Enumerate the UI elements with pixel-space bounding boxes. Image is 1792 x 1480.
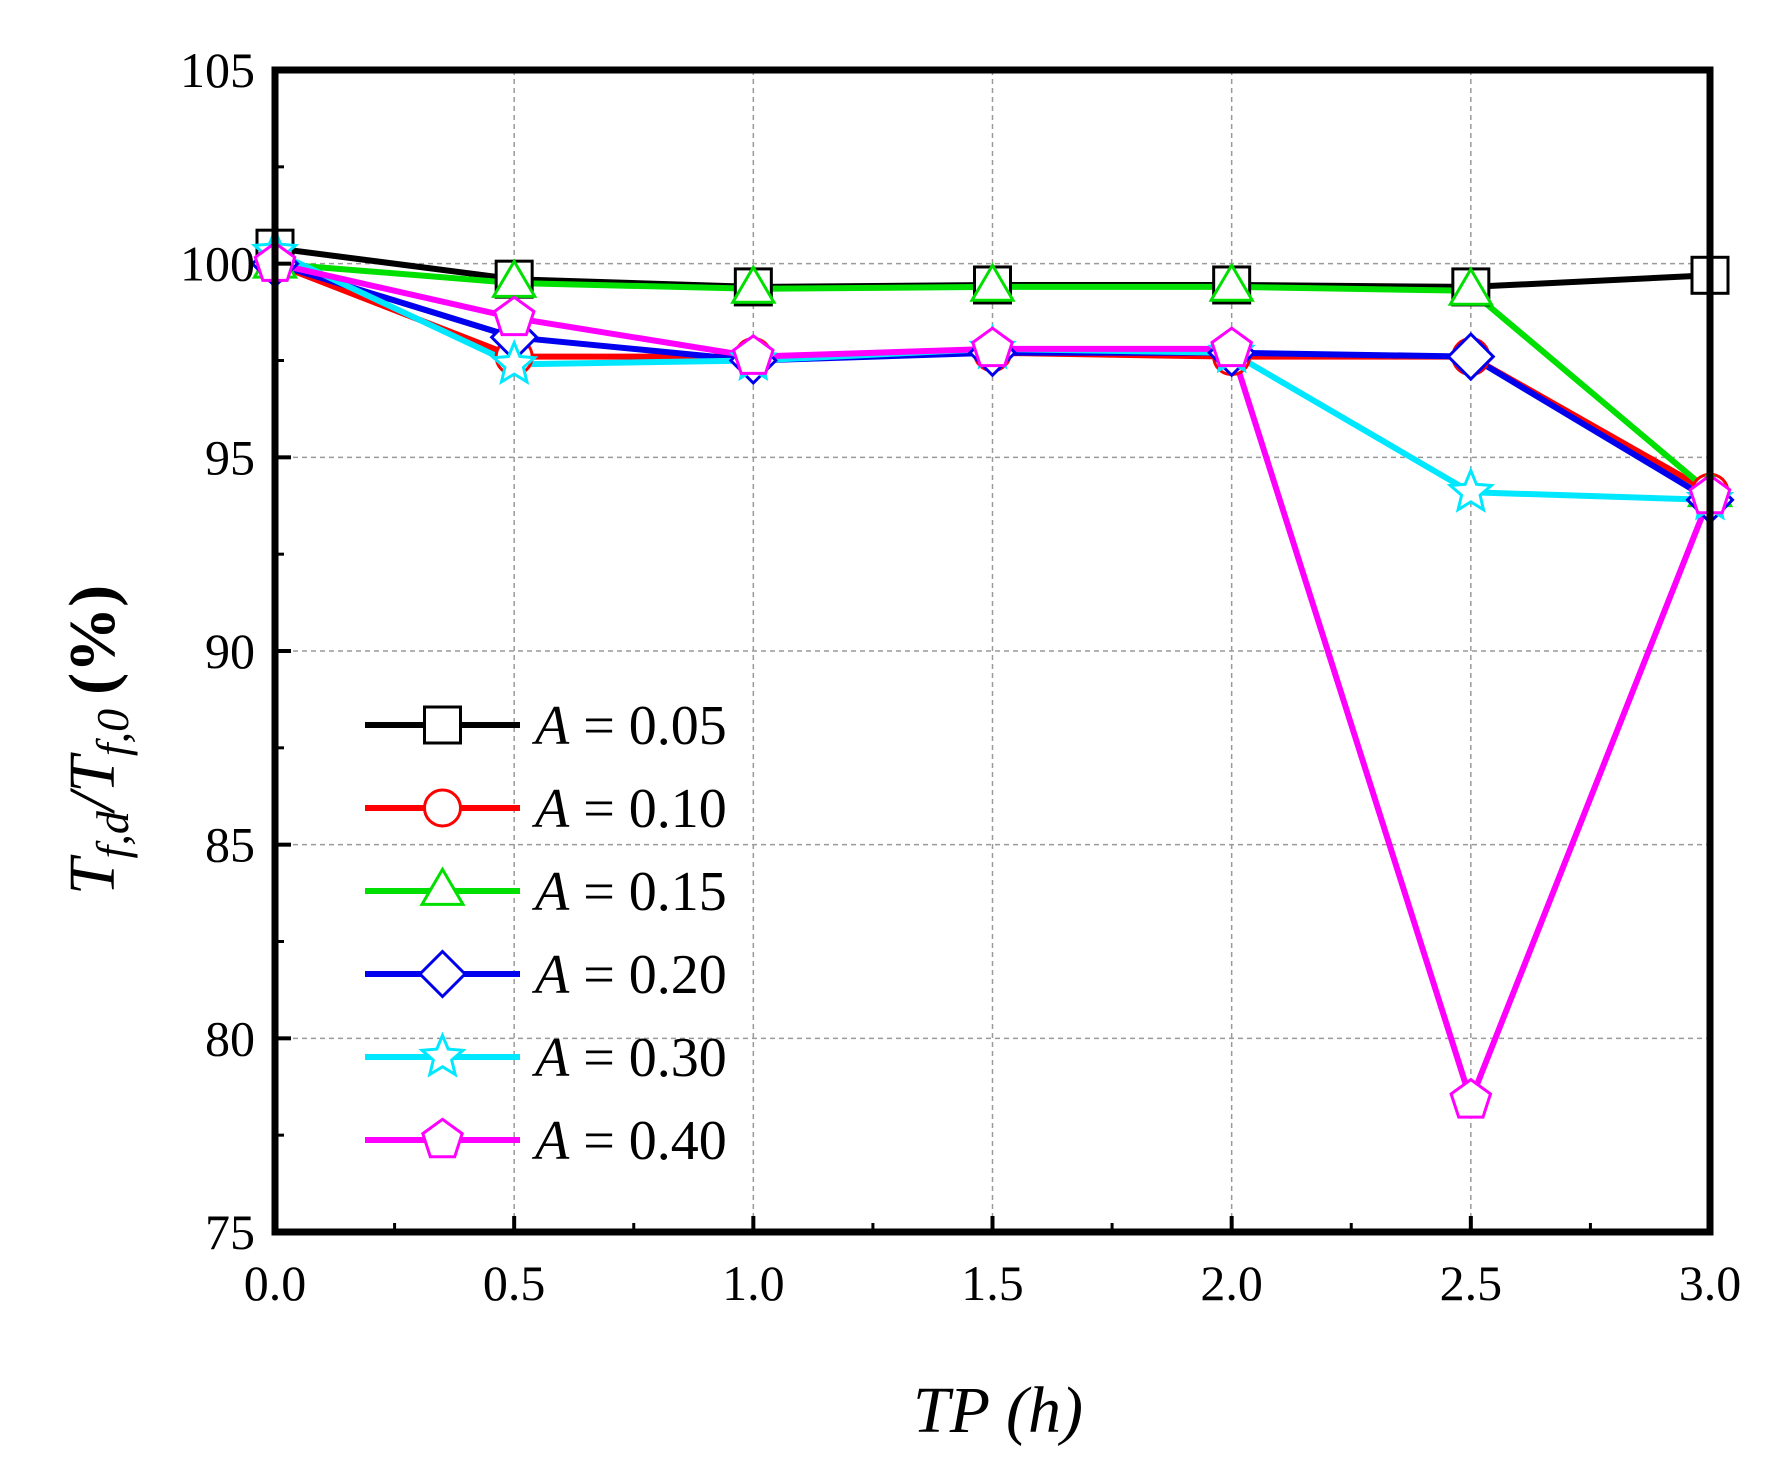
- data-point-4-5: [1446, 466, 1496, 513]
- y-title-den-sub: f,0: [87, 709, 138, 756]
- legend-label-2: A = 0.15: [531, 861, 727, 923]
- tick-labels: 0.0 0.5 1.0 1.5 2.0 2.5 3.0 75 80 85 90 95 100 105: [180, 42, 1741, 1311]
- legend-label-4: A = 0.30: [531, 1027, 727, 1089]
- y-tick-label: 100: [180, 236, 255, 292]
- y-title-den-base: T: [56, 752, 129, 793]
- x-tick-label: 1.0: [722, 1255, 785, 1311]
- y-tick-label: 80: [205, 1010, 255, 1066]
- y-title-unit: (%): [56, 585, 129, 695]
- data-point-5-1: [492, 295, 536, 337]
- legend-label-5: A = 0.40: [531, 1110, 727, 1172]
- y-tick-label: 95: [205, 429, 255, 485]
- x-tick-label: 1.5: [961, 1255, 1024, 1311]
- y-tick-label: 85: [205, 817, 255, 873]
- data-point-5-4: [1210, 326, 1254, 368]
- data-point-5-3: [971, 326, 1014, 368]
- data-point-2-5: [1447, 266, 1495, 306]
- x-tick-label: 2.5: [1440, 1255, 1503, 1311]
- data-point-4-1: [489, 338, 539, 385]
- legend-label-3: A = 0.20: [531, 944, 727, 1006]
- legend-marker-5: [421, 1117, 464, 1159]
- x-axis-title-main: TP: [913, 1374, 990, 1447]
- x-axis-title: TP (h): [913, 1374, 1083, 1447]
- legend-marker-0: [423, 705, 462, 745]
- x-tick-label: 3.0: [1679, 1255, 1742, 1311]
- y-title-num-base: T: [56, 854, 129, 895]
- y-tick-label: 105: [180, 42, 255, 98]
- data-point-2-2: [730, 264, 777, 304]
- legend-marker-1: [423, 788, 462, 828]
- series-markers: [250, 226, 1735, 1119]
- x-axis-title-unit: (h): [1006, 1374, 1083, 1447]
- data-point-5-2: [731, 334, 775, 375]
- legend-marker-3: [417, 949, 468, 999]
- legend: A = 0.05 A = 0.10 A = 0.15 A = 0.20 A = 0.30…: [365, 695, 727, 1172]
- data-point-2-3: [969, 262, 1016, 302]
- legend-marker-2: [419, 866, 466, 906]
- legend-marker-4: [418, 1031, 467, 1078]
- y-tick-label: 90: [205, 623, 255, 679]
- data-point-5-5: [1449, 1077, 1493, 1119]
- legend-label-0: A = 0.05: [531, 695, 727, 757]
- y-axis-title: Tf,d/Tf,0(%): [56, 585, 138, 895]
- data-point-3-5: [1446, 331, 1496, 382]
- x-tick-label: 2.0: [1200, 1255, 1263, 1311]
- x-tick-label: 0.0: [244, 1255, 307, 1311]
- x-tick-label: 0.5: [483, 1255, 546, 1311]
- axis-ticks: [273, 68, 1712, 1234]
- data-point-2-4: [1208, 262, 1255, 302]
- y-title-num-sub: f,d: [87, 810, 138, 858]
- legend-label-1: A = 0.10: [531, 778, 727, 840]
- y-tick-label: 75: [205, 1204, 255, 1260]
